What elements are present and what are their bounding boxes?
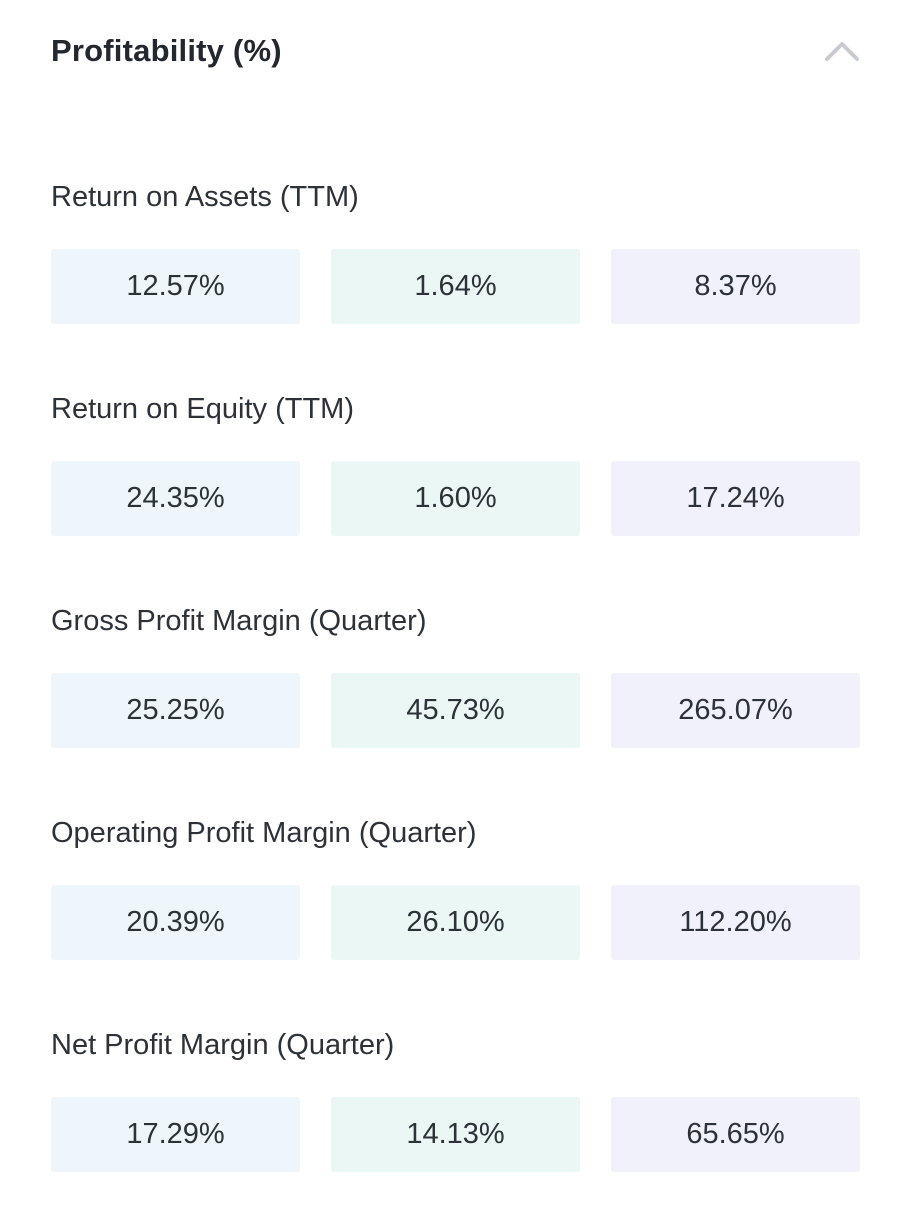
- section-header[interactable]: Profitability (%): [51, 22, 860, 80]
- metric-label: Return on Equity (TTM): [51, 393, 354, 425]
- metric-label: Gross Profit Margin (Quarter): [51, 605, 427, 637]
- metric-value: 14.13%: [331, 1097, 580, 1172]
- metric-value: 112.20%: [611, 885, 860, 960]
- section-title: Profitability (%): [51, 33, 282, 68]
- metric-values: 24.35% 1.60% 17.24%: [51, 461, 860, 536]
- metric-values: 25.25% 45.73% 265.07%: [51, 673, 860, 748]
- metric-label: Net Profit Margin (Quarter): [51, 1029, 395, 1061]
- metric-net-profit-margin: Net Profit Margin (Quarter) 17.29% 14.13…: [51, 1013, 860, 1225]
- metric-value: 20.39%: [51, 885, 300, 960]
- metric-value: 17.24%: [611, 461, 860, 536]
- metric-operating-profit-margin: Operating Profit Margin (Quarter) 20.39%…: [51, 801, 860, 1013]
- metric-label: Operating Profit Margin (Quarter): [51, 817, 477, 849]
- metrics-list: Return on Assets (TTM) 12.57% 1.64% 8.37…: [51, 165, 860, 1225]
- metric-gross-profit-margin: Gross Profit Margin (Quarter) 25.25% 45.…: [51, 589, 860, 801]
- metric-return-on-equity: Return on Equity (TTM) 24.35% 1.60% 17.2…: [51, 377, 860, 589]
- metric-value: 12.57%: [51, 249, 300, 324]
- metric-value: 17.29%: [51, 1097, 300, 1172]
- metric-value: 265.07%: [611, 673, 860, 748]
- metric-value: 25.25%: [51, 673, 300, 748]
- metric-values: 12.57% 1.64% 8.37%: [51, 249, 860, 324]
- chevron-up-icon: [825, 42, 859, 61]
- collapse-button[interactable]: [822, 31, 862, 71]
- metric-return-on-assets: Return on Assets (TTM) 12.57% 1.64% 8.37…: [51, 165, 860, 377]
- metric-values: 17.29% 14.13% 65.65%: [51, 1097, 860, 1172]
- metric-values: 20.39% 26.10% 112.20%: [51, 885, 860, 960]
- metric-value: 45.73%: [331, 673, 580, 748]
- metric-value: 8.37%: [611, 249, 860, 324]
- metric-value: 65.65%: [611, 1097, 860, 1172]
- metric-value: 24.35%: [51, 461, 300, 536]
- metric-value: 1.60%: [331, 461, 580, 536]
- metric-value: 1.64%: [331, 249, 580, 324]
- metric-label: Return on Assets (TTM): [51, 181, 359, 213]
- metric-value: 26.10%: [331, 885, 580, 960]
